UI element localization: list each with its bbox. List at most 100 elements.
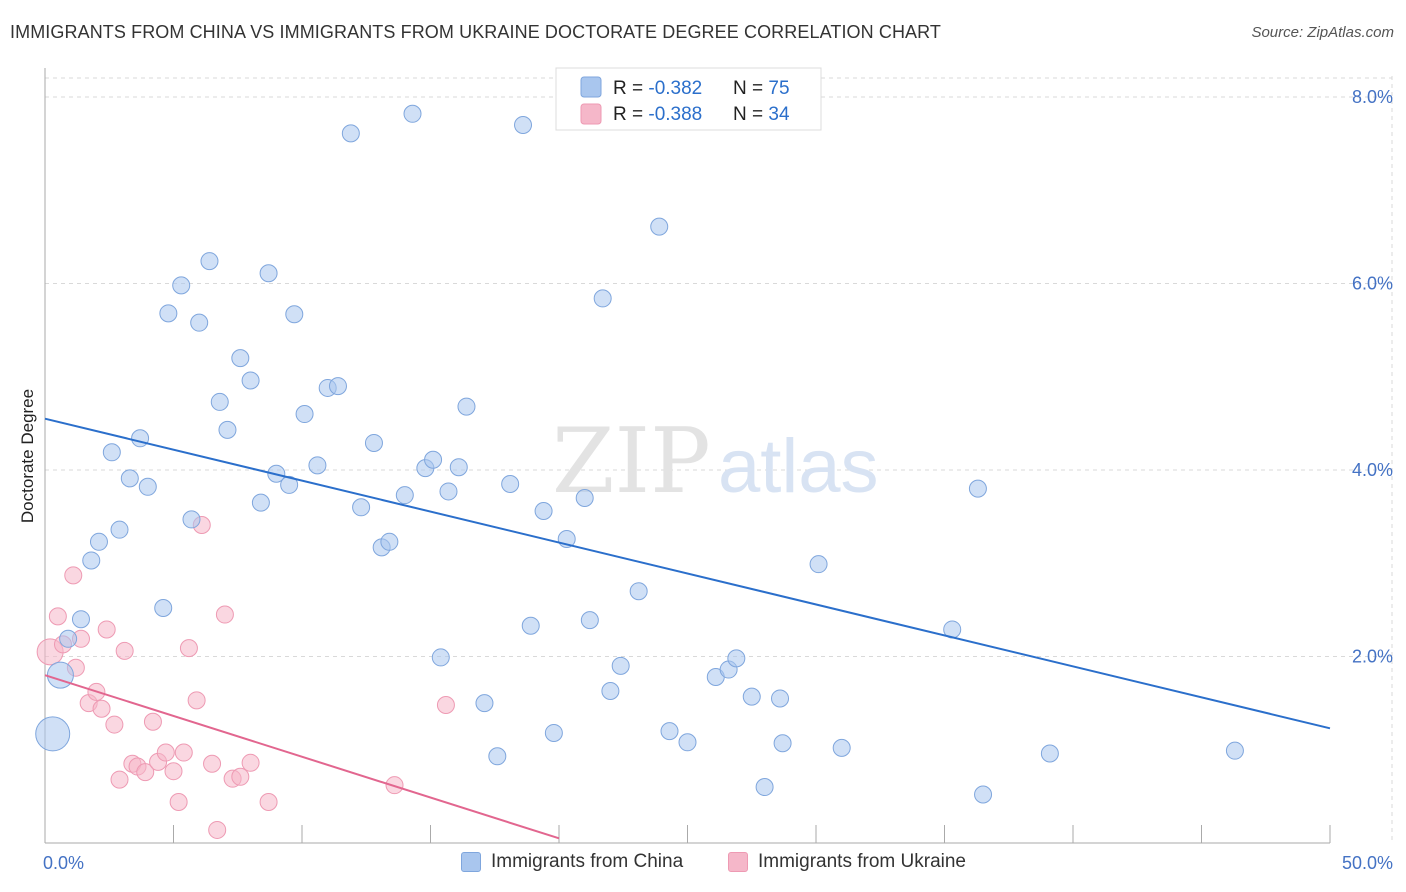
china-point-74 — [1225, 741, 1244, 760]
ukraine-point-1 — [48, 607, 67, 626]
china-point-30 — [341, 124, 360, 143]
ukraine-point-18 — [156, 743, 175, 762]
china-point-9 — [131, 429, 150, 448]
china-point-43 — [475, 694, 494, 713]
china-point-24 — [280, 475, 299, 494]
china-point-5 — [89, 532, 108, 551]
china-point-16 — [200, 252, 219, 271]
ukraine-point-30 — [241, 753, 260, 772]
china-point-48 — [534, 502, 553, 521]
series-ukraine-points — [36, 516, 455, 839]
china-point-66 — [771, 689, 790, 708]
china-point-20 — [241, 371, 260, 390]
china-point-69 — [832, 738, 851, 757]
ukraine-point-20 — [169, 792, 188, 811]
china-point-17 — [210, 392, 229, 411]
legend-n-value-china: 75 — [768, 78, 789, 99]
legend-item-ukraine[interactable]: Immigrants from Ukraine — [728, 851, 966, 873]
china-point-22 — [259, 264, 278, 283]
series-china-points — [35, 98, 1244, 804]
x-tick-labels: 0.0% 50.0% — [43, 853, 1393, 873]
legend-r-label-china: R = — [613, 78, 648, 99]
ukraine-point-31 — [259, 792, 278, 811]
china-point-54 — [601, 682, 620, 701]
ukraine-point-10 — [105, 715, 124, 734]
china-point-44 — [488, 747, 507, 766]
trend-lines — [44, 417, 1331, 840]
china-point-45 — [501, 474, 520, 493]
legend-r-value-ukraine: -0.388 — [648, 104, 702, 125]
china-point-63 — [742, 687, 761, 706]
ukraine-point-15 — [136, 763, 155, 782]
china-point-73 — [1040, 744, 1059, 763]
legend-n-label-ukraine: N = — [733, 104, 768, 125]
legend-item-china[interactable]: Immigrants from China — [461, 851, 683, 873]
china-point-46 — [514, 115, 533, 134]
china-point-4 — [82, 551, 101, 570]
china-point-1 — [46, 661, 74, 689]
ukraine-point-29 — [231, 767, 250, 786]
china-point-13 — [172, 276, 191, 295]
china-point-8 — [120, 469, 139, 488]
china-point-57 — [650, 217, 669, 236]
china-point-36 — [403, 104, 422, 123]
x-tick-label-min: 0.0% — [43, 853, 84, 873]
legend-swatch-ukraine — [580, 103, 602, 125]
ukraine-point-12 — [115, 641, 134, 660]
china-point-14 — [182, 510, 201, 529]
china-point-11 — [154, 599, 173, 618]
legend-n-label-china: N = — [733, 78, 768, 99]
china-point-2 — [59, 629, 78, 648]
legend-row-china: R = -0.382 N = 75 — [613, 78, 790, 99]
y-tick-label-2: 6.0% — [1352, 274, 1393, 294]
china-point-65 — [773, 734, 792, 753]
legend-swatch-china — [580, 76, 602, 98]
china-point-53 — [593, 289, 612, 308]
china-point-40 — [439, 482, 458, 501]
china-point-32 — [364, 433, 383, 452]
source-credit: Source: ZipAtlas.com — [1251, 24, 1394, 41]
stats-legend: R = -0.382 N = 75 R = -0.388 N = 34 — [555, 67, 822, 131]
x-tick-label-max: 50.0% — [1342, 853, 1393, 873]
chart-title: IMMIGRANTS FROM CHINA VS IMMIGRANTS FROM… — [10, 22, 942, 42]
legend-swatch-ukraine-bottom — [728, 852, 748, 872]
legend-swatch-china-bottom — [461, 852, 481, 872]
china-point-52 — [580, 611, 599, 630]
legend-row-ukraine: R = -0.388 N = 34 — [613, 104, 790, 125]
china-point-49 — [544, 723, 563, 742]
ukraine-point-11 — [110, 770, 129, 789]
china-point-39 — [431, 648, 450, 667]
china-point-31 — [352, 498, 371, 517]
china-point-71 — [968, 479, 987, 498]
y-tick-label-1: 4.0% — [1352, 460, 1393, 480]
china-point-34 — [380, 532, 399, 551]
china-point-62 — [727, 649, 746, 668]
china-point-72 — [974, 785, 993, 804]
watermark-atlas: atlas — [718, 424, 879, 509]
legend-r-value-china: -0.382 — [648, 78, 702, 99]
china-point-3 — [71, 610, 90, 629]
series-legend: Immigrants from China Immigrants from Uk… — [0, 851, 1406, 877]
ukraine-point-8 — [92, 699, 111, 718]
china-point-7 — [110, 520, 129, 539]
china-point-58 — [660, 722, 679, 741]
ukraine-point-25 — [203, 754, 222, 773]
legend-label-ukraine: Immigrants from Ukraine — [758, 851, 966, 872]
china-point-25 — [285, 305, 304, 324]
trend-line-ukraine — [44, 674, 560, 840]
ukraine-point-23 — [187, 691, 206, 710]
legend-label-china: Immigrants from China — [491, 851, 684, 872]
y-tick-label-3: 8.0% — [1352, 87, 1393, 107]
y-tick-labels: 2.0% 4.0% 6.0% 8.0% — [1352, 87, 1393, 667]
china-point-47 — [521, 616, 540, 635]
china-point-35 — [395, 486, 414, 505]
china-point-21 — [251, 493, 270, 512]
ukraine-point-33 — [436, 695, 455, 714]
china-point-12 — [159, 304, 178, 323]
ukraine-point-27 — [215, 605, 234, 624]
china-point-68 — [809, 555, 828, 574]
y-axis-label: Doctorate Degree — [18, 389, 37, 523]
ukraine-point-3 — [64, 566, 83, 585]
china-point-51 — [575, 488, 594, 507]
